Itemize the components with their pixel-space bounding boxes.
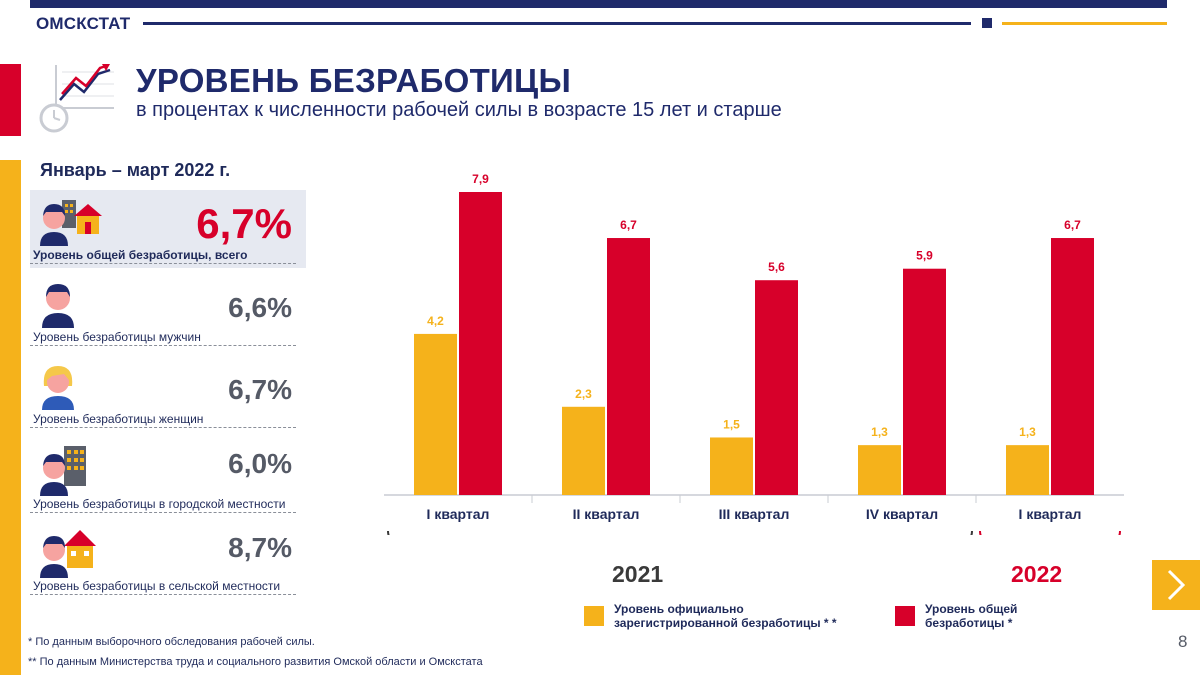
page-subtitle: в процентах к численности рабочей силы в… (136, 99, 782, 121)
data-label: 5,6 (768, 260, 785, 274)
stat-label: Уровень общей безработицы, всего (33, 248, 248, 262)
stat-value: 6,6% (228, 292, 292, 323)
stat-label: Уровень безработицы в городской местност… (33, 497, 286, 511)
top-bar (30, 0, 1167, 8)
stat-value: 8,7% (228, 532, 292, 563)
data-label: 6,7 (620, 218, 637, 232)
bar (710, 437, 753, 495)
year-label-2021: 2021 (612, 561, 664, 587)
growth-chart-icon (39, 64, 114, 133)
dashed-divider (30, 512, 296, 513)
dashed-divider (30, 427, 296, 428)
bar (1051, 238, 1094, 495)
bar (607, 238, 650, 495)
side-accent-bar (0, 160, 21, 675)
footnote-1: * По данным выборочного обследования раб… (28, 636, 315, 648)
next-slide-button[interactable] (1152, 560, 1200, 610)
period-label: Январь – март 2022 г. (40, 160, 231, 180)
bar (1006, 445, 1049, 495)
dashed-divider (30, 263, 296, 264)
page-number: 8 (1178, 632, 1188, 651)
data-label: 2,3 (575, 387, 592, 401)
person-building-icon (40, 446, 86, 496)
bar (414, 333, 457, 495)
legend-label: Уровень общей безработицы * (925, 602, 1018, 630)
category-label: II квартал (573, 506, 640, 522)
bar-chart: 4,2 7,9 I квартал 2,3 6,7 II квартал 1,5 5,6 III… (384, 172, 1124, 535)
legend-swatch (584, 606, 604, 626)
stat-label: Уровень безработицы мужчин (33, 330, 201, 344)
legend-label: Уровень официально зарегистрированной бе… (614, 602, 837, 630)
header-divider-accent (1002, 22, 1167, 25)
bar (459, 192, 502, 495)
chevron-right-icon (1167, 569, 1186, 601)
data-label: 7,9 (472, 172, 489, 186)
data-label: 1,3 (871, 425, 888, 439)
data-label: 4,2 (427, 314, 444, 328)
footnote-2: ** По данным Министерства труда и социал… (28, 656, 483, 668)
group-brace (387, 530, 973, 535)
person-house-icon (40, 200, 102, 246)
person-house-icon (40, 530, 96, 578)
category-label: I квартал (427, 506, 490, 522)
stat-men: 6,6% Уровень безработицы мужчин (30, 278, 306, 348)
data-label: 5,9 (916, 249, 933, 263)
stat-value: 6,7% (196, 200, 292, 247)
bar (858, 445, 901, 495)
stat-women: 6,7% Уровень безработицы женщин (30, 360, 306, 430)
legend-item-registered: Уровень официально зарегистрированной бе… (584, 602, 837, 630)
stat-total: 6,7% Уровень общей безработицы, всего (30, 190, 306, 268)
dashed-divider (30, 594, 296, 595)
legend-item-total: Уровень общей безработицы * (895, 602, 1017, 630)
stat-value: 6,7% (228, 374, 292, 405)
category-label: IV квартал (866, 506, 938, 522)
stat-label: Уровень безработицы женщин (33, 412, 204, 426)
group-brace (979, 530, 1121, 535)
header-divider (143, 22, 971, 25)
stat-rural: 8,7% Уровень безработицы в сельской мест… (30, 526, 306, 598)
legend-swatch (895, 606, 915, 626)
dashed-divider (30, 345, 296, 346)
category-label: III квартал (719, 506, 790, 522)
header-square (982, 18, 992, 28)
page-title: УРОВЕНЬ БЕЗРАБОТИЦЫ (136, 62, 572, 99)
stat-value: 6,0% (228, 448, 292, 479)
stat-label: Уровень безработицы в сельской местности (33, 579, 281, 593)
bar (903, 268, 946, 495)
man-icon (42, 284, 74, 328)
woman-icon (42, 366, 74, 410)
year-label-2022: 2022 (1011, 561, 1063, 587)
data-label: 6,7 (1064, 218, 1081, 232)
stat-urban: 6,0% Уровень безработицы в городской мес… (30, 444, 306, 514)
bar (755, 280, 798, 495)
data-label: 1,5 (723, 417, 740, 431)
org-name: ОМСКСТАТ (36, 14, 131, 33)
category-label: I квартал (1019, 506, 1082, 522)
title-accent-bar (0, 64, 21, 136)
data-label: 1,3 (1019, 425, 1036, 439)
bar (562, 406, 605, 495)
